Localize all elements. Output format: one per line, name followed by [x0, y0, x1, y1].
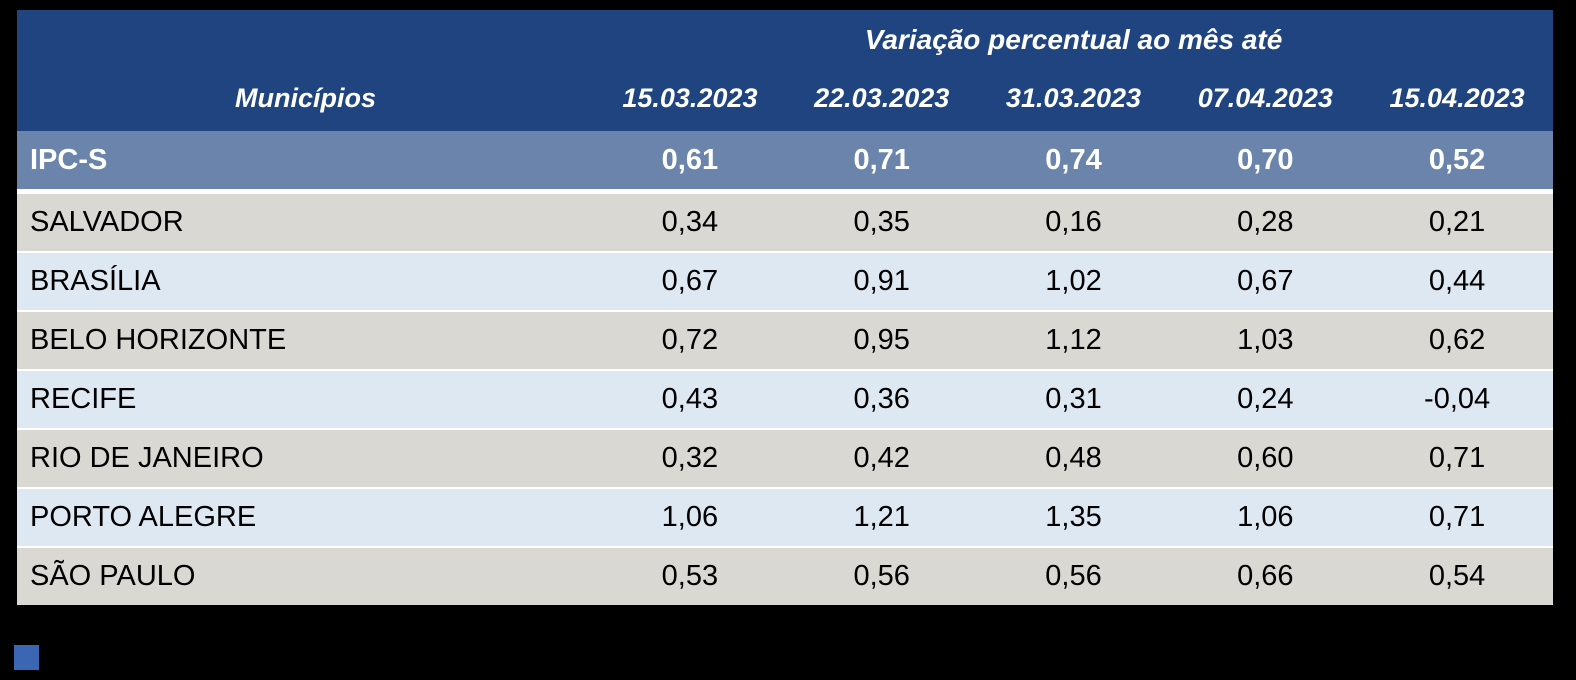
value-cell: 0,24 — [1237, 383, 1294, 415]
value-cell: 0,31 — [1045, 383, 1102, 415]
column-header-row: Municípios 15.03.2023 22.03.2023 31.03.202… — [17, 70, 1553, 126]
blue-square-mark — [14, 645, 39, 670]
table-row: SÃO PAULO 0,53 0,56 0,56 0,66 0,54 — [17, 548, 1553, 605]
column-header-date: 31.03.2023 — [1005, 82, 1142, 113]
value-cell: 0,32 — [661, 442, 719, 474]
value-cell: 0,36 — [853, 383, 910, 415]
table-title: Variação percentual ao mês até — [864, 24, 1283, 55]
value-cell: 0,44 — [1428, 265, 1486, 297]
value-cell: 0,34 — [661, 206, 719, 238]
value-cell: 1,06 — [1237, 501, 1294, 533]
value-cell: 0,60 — [1237, 442, 1294, 474]
municipality-label: SALVADOR — [30, 206, 184, 238]
column-header-date: 22.03.2023 — [814, 82, 950, 113]
value-cell: 0,72 — [661, 324, 719, 356]
value-cell: 0,91 — [853, 265, 910, 297]
table-row: BRASÍLIA 0,67 0,91 1,02 0,67 0,44 — [17, 253, 1553, 310]
value-cell: 0,62 — [1428, 324, 1486, 356]
value-cell: -0,04 — [1424, 383, 1491, 415]
municipality-label: BRASÍLIA — [30, 265, 161, 297]
value-cell: 1,03 — [1237, 324, 1294, 356]
value-cell: 0,54 — [1428, 560, 1486, 592]
column-header-date: 15.04.2023 — [1389, 82, 1525, 113]
summary-row-label: IPC-S — [30, 143, 108, 176]
summary-value-cell: 0,61 — [661, 143, 719, 176]
value-cell: 0,43 — [661, 383, 719, 415]
column-header-date: 07.04.2023 — [1197, 82, 1333, 113]
value-cell: 0,16 — [1045, 206, 1102, 238]
value-cell: 0,28 — [1237, 206, 1294, 238]
table-row: RECIFE 0,43 0,36 0,31 0,24 -0,04 — [17, 371, 1553, 428]
value-cell: 0,56 — [1045, 560, 1102, 592]
table-body: SALVADOR 0,34 0,35 0,16 0,28 0,21 BRASÍLIA 0,67… — [17, 194, 1553, 605]
value-cell: 0,67 — [661, 265, 719, 297]
column-header-municipios: Municípios — [235, 82, 376, 113]
value-cell: 0,71 — [1428, 501, 1486, 533]
summary-value-cell: 0,71 — [853, 143, 910, 176]
summary-value-cell: 0,74 — [1045, 143, 1102, 176]
municipality-label: PORTO ALEGRE — [30, 501, 257, 533]
table-row: PORTO ALEGRE 1,06 1,21 1,35 1,06 0,71 — [17, 489, 1553, 546]
table-header-span-row: Variação percentual ao mês até — [17, 15, 1553, 65]
value-cell: 0,71 — [1428, 442, 1486, 474]
value-cell: 0,21 — [1428, 206, 1486, 238]
summary-value-cell: 0,52 — [1428, 143, 1486, 176]
value-cell: 1,12 — [1045, 324, 1102, 356]
table-row: SALVADOR 0,34 0,35 0,16 0,28 0,21 — [17, 194, 1553, 251]
value-cell: 0,53 — [661, 560, 719, 592]
summary-row-ipcs: IPC-S 0,61 0,71 0,74 0,70 0,52 — [17, 131, 1553, 189]
value-cell: 0,67 — [1237, 265, 1294, 297]
municipality-label: SÃO PAULO — [30, 560, 196, 592]
table-header: Variação percentual ao mês até Município… — [17, 10, 1553, 131]
ipcs-variation-table: Variação percentual ao mês até Município… — [17, 10, 1553, 605]
value-cell: 0,56 — [853, 560, 910, 592]
municipality-label: RECIFE — [30, 383, 137, 415]
value-cell: 1,02 — [1045, 265, 1102, 297]
value-cell: 0,48 — [1045, 442, 1102, 474]
table-row: RIO DE JANEIRO 0,32 0,42 0,48 0,60 0,71 — [17, 430, 1553, 487]
value-cell: 0,95 — [853, 324, 910, 356]
column-header-date: 15.03.2023 — [622, 82, 758, 113]
summary-value-cell: 0,70 — [1237, 143, 1294, 176]
value-cell: 1,35 — [1045, 501, 1102, 533]
value-cell: 0,35 — [853, 206, 910, 238]
value-cell: 0,42 — [853, 442, 910, 474]
value-cell: 1,21 — [853, 501, 910, 533]
value-cell: 0,66 — [1237, 560, 1294, 592]
municipality-label: RIO DE JANEIRO — [30, 442, 264, 474]
value-cell: 1,06 — [661, 501, 719, 533]
municipality-label: BELO HORIZONTE — [30, 324, 287, 356]
table-row: BELO HORIZONTE 0,72 0,95 1,12 1,03 0,62 — [17, 312, 1553, 369]
